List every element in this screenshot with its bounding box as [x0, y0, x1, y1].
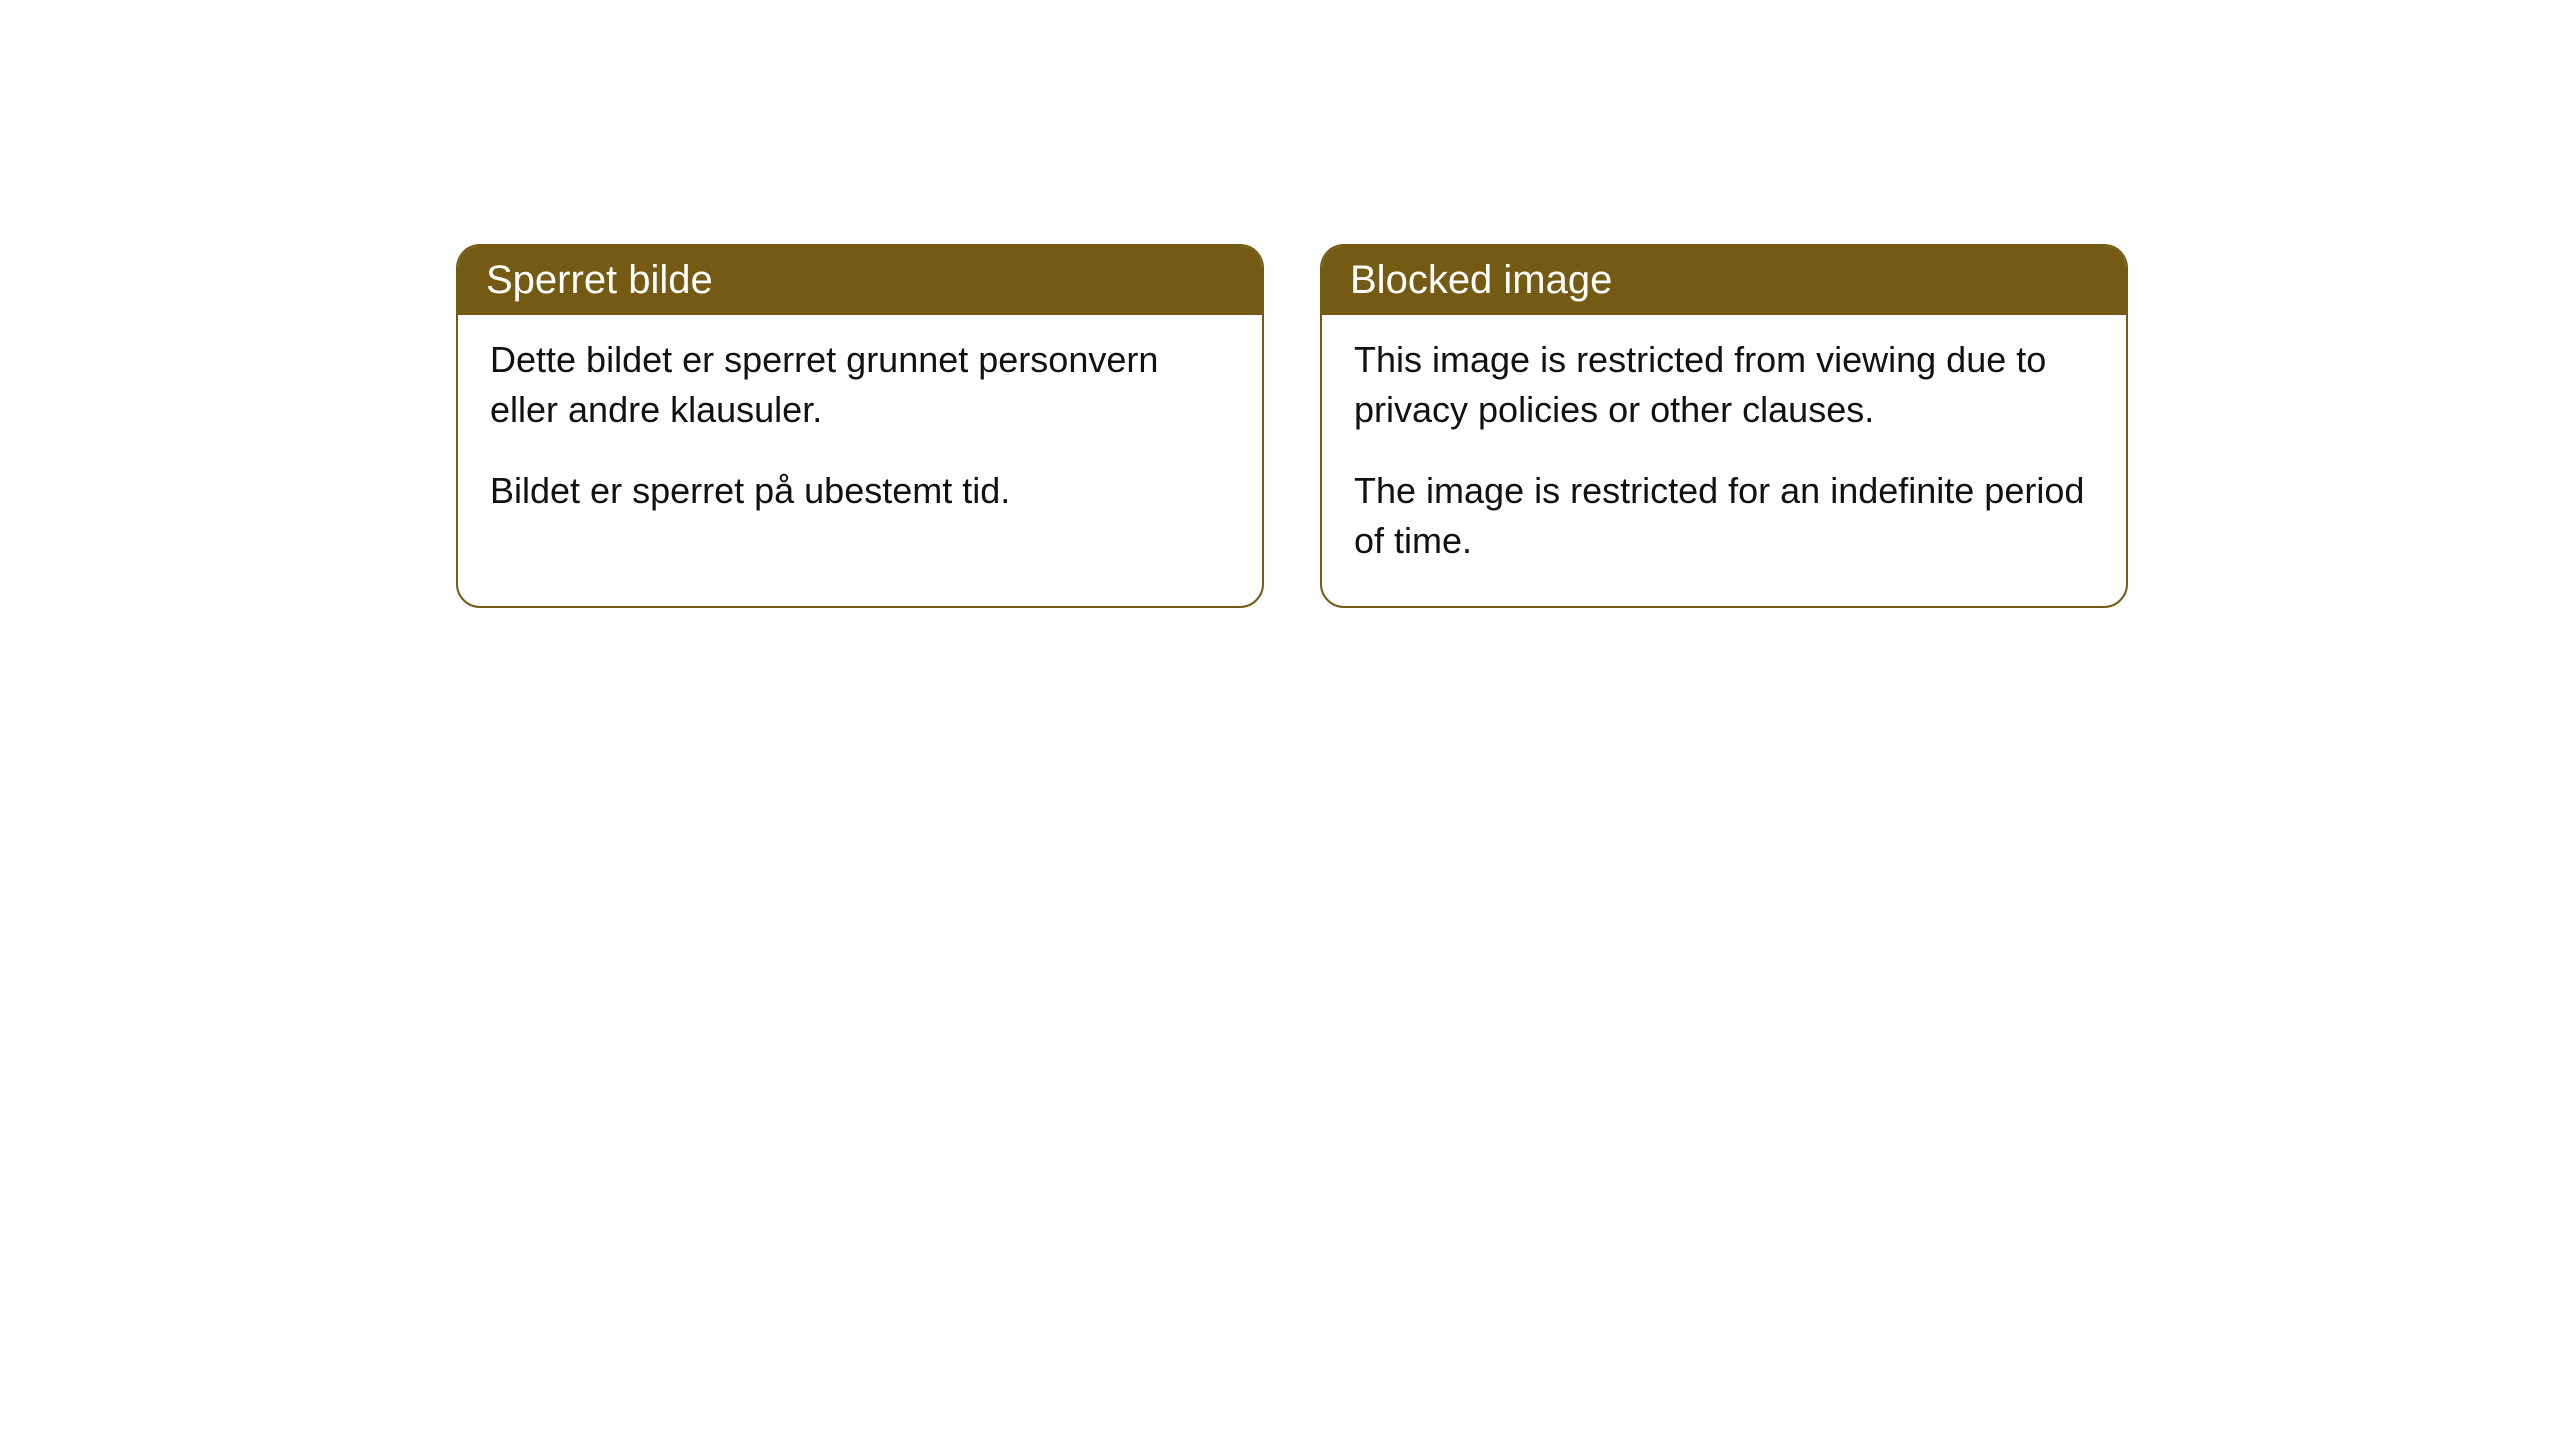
card-text-line-2: The image is restricted for an indefinit… [1354, 466, 2094, 565]
card-header: Blocked image [1322, 246, 2126, 315]
blocked-image-card-en: Blocked image This image is restricted f… [1320, 244, 2128, 608]
card-text-line-2: Bildet er sperret på ubestemt tid. [490, 466, 1230, 516]
card-text-line-1: Dette bildet er sperret grunnet personve… [490, 335, 1230, 434]
card-body: Dette bildet er sperret grunnet personve… [458, 315, 1262, 556]
blocked-image-card-no: Sperret bilde Dette bildet er sperret gr… [456, 244, 1264, 608]
card-text-line-1: This image is restricted from viewing du… [1354, 335, 2094, 434]
card-container: Sperret bilde Dette bildet er sperret gr… [456, 244, 2560, 608]
card-body: This image is restricted from viewing du… [1322, 315, 2126, 606]
card-header: Sperret bilde [458, 246, 1262, 315]
